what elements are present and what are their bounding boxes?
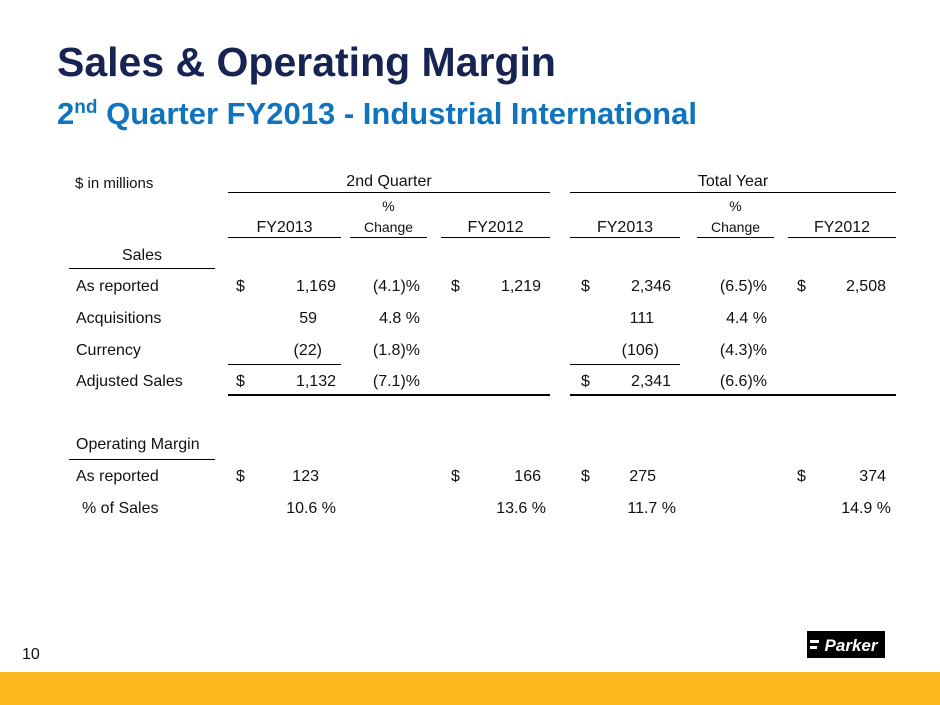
total-rule	[570, 394, 896, 396]
currency-symbol: $	[236, 468, 245, 485]
currency-symbol: $	[581, 468, 590, 485]
q-fy2012-value: 13.6 %	[496, 500, 546, 517]
section-heading-sales: Sales	[121, 247, 163, 264]
currency-symbol: $	[581, 278, 590, 295]
q-fy2013-value: (22)	[293, 342, 322, 359]
col-header-change: Change	[363, 219, 414, 235]
subtitle-text: Quarter FY2013 - Industrial Internationa…	[97, 96, 697, 131]
currency-symbol: $	[581, 373, 590, 390]
currency-symbol: $	[451, 278, 460, 295]
footer-bar	[0, 672, 940, 705]
col-header-fy2013: FY2013	[596, 219, 654, 236]
y-fy2012-value: 374	[859, 468, 886, 485]
q-fy2013-value: 1,169	[295, 278, 336, 295]
row-label: Currency	[76, 342, 141, 359]
y-fy2013-value: (106)	[621, 342, 659, 359]
header-rule	[228, 192, 550, 193]
header-rule	[788, 237, 896, 238]
y-fy2012-value: 14.9 %	[841, 500, 891, 517]
y-change-value: (6.5)%	[719, 278, 767, 295]
row-label: Acquisitions	[76, 310, 162, 327]
page-title: Sales & Operating Margin	[57, 39, 556, 85]
group-header-year: Total Year	[697, 173, 769, 190]
page-subtitle: 2nd Quarter FY2013 - Industrial Internat…	[57, 98, 697, 129]
q-fy2013-value: 59	[299, 310, 317, 327]
row-label: Adjusted Sales	[76, 373, 183, 390]
y-fy2012-value: 2,508	[845, 278, 886, 295]
y-fy2013-value: 2,346	[630, 278, 671, 295]
header-rule	[570, 237, 680, 238]
page-number: 10	[22, 646, 40, 663]
header-rule	[570, 192, 896, 193]
row-label: % of Sales	[82, 500, 159, 517]
subtitle-ordinal: nd	[74, 97, 98, 118]
col-header-fy2012: FY2012	[813, 219, 871, 236]
parker-logo: Parker	[807, 631, 885, 658]
col-header-pct: %	[729, 198, 742, 214]
q-fy2012-value: 1,219	[500, 278, 541, 295]
header-rule	[228, 237, 341, 238]
col-header-change: Change	[710, 219, 761, 235]
y-change-value: (6.6)%	[719, 373, 767, 390]
total-rule	[228, 394, 550, 396]
col-header-pct: %	[382, 198, 395, 214]
section-rule	[69, 268, 215, 269]
subtitle-number: 2	[57, 96, 75, 131]
logo-text: Parker	[825, 636, 879, 655]
section-rule	[69, 459, 215, 460]
y-change-value: 4.4 %	[726, 310, 767, 327]
subtotal-rule	[570, 364, 680, 365]
q-change-value: (4.1)%	[372, 278, 420, 295]
unit-label: $ in millions	[75, 175, 154, 192]
q-fy2012-value: 166	[514, 468, 541, 485]
currency-symbol: $	[236, 278, 245, 295]
subtotal-rule	[228, 364, 341, 365]
row-label: As reported	[76, 278, 159, 295]
y-fy2013-value: 2,341	[630, 373, 671, 390]
y-fy2013-value: 275	[629, 468, 656, 485]
section-heading-operating-margin: Operating Margin	[76, 436, 200, 453]
group-header-quarter: 2nd Quarter	[346, 173, 432, 190]
q-fy2013-value: 1,132	[295, 373, 336, 390]
col-header-fy2012: FY2012	[467, 219, 524, 236]
y-fy2013-value: 11.7 %	[627, 500, 676, 517]
q-fy2013-value: 123	[292, 468, 319, 485]
header-rule	[441, 237, 550, 238]
q-fy2013-value: 10.6 %	[286, 500, 336, 517]
y-fy2013-value: 111	[629, 310, 654, 327]
y-change-value: (4.3)%	[719, 342, 767, 359]
currency-symbol: $	[797, 468, 806, 485]
q-change-value: 4.8 %	[379, 310, 420, 327]
currency-symbol: $	[797, 278, 806, 295]
q-change-value: (1.8)%	[372, 342, 420, 359]
row-label: As reported	[76, 468, 159, 485]
header-rule	[350, 237, 427, 238]
header-rule	[697, 237, 774, 238]
currency-symbol: $	[236, 373, 245, 390]
q-change-value: (7.1)%	[372, 373, 420, 390]
col-header-fy2013: FY2013	[256, 219, 313, 236]
currency-symbol: $	[451, 468, 460, 485]
